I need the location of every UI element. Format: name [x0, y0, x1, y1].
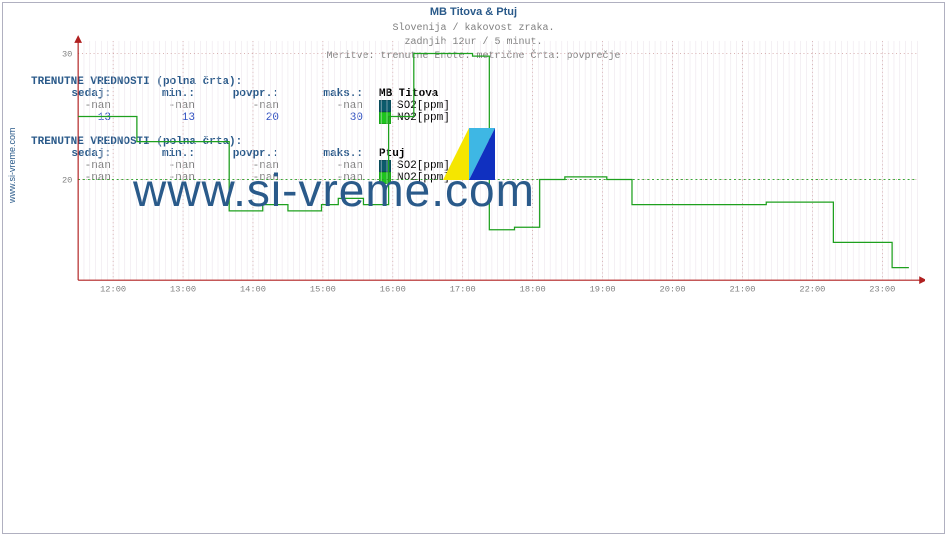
svg-text:22:00: 22:00	[799, 285, 825, 295]
svg-text:13:00: 13:00	[170, 285, 196, 295]
svg-text:15:00: 15:00	[310, 285, 336, 295]
svg-text:17:00: 17:00	[450, 285, 476, 295]
svg-text:21:00: 21:00	[729, 285, 755, 295]
svg-text:20:00: 20:00	[660, 285, 686, 295]
chart-title: MB Titova & Ptuj	[3, 6, 944, 18]
y-axis-label: www.si-vreme.com	[7, 127, 17, 203]
plot-area: 12:00 13:00 14:00 15:00 16:00 17:00 18:00 19:00…	[55, 31, 925, 295]
svg-text:20: 20	[62, 175, 72, 185]
svg-text:14:00: 14:00	[240, 285, 266, 295]
svg-text:30: 30	[62, 49, 72, 59]
svg-text:16:00: 16:00	[380, 285, 406, 295]
svg-text:19:00: 19:00	[590, 285, 616, 295]
svg-text:12:00: 12:00	[100, 285, 126, 295]
svg-text:18:00: 18:00	[520, 285, 546, 295]
chart-frame: MB Titova & Ptuj www.si-vreme.com 12:001…	[2, 2, 945, 534]
svg-text:23:00: 23:00	[869, 285, 895, 295]
